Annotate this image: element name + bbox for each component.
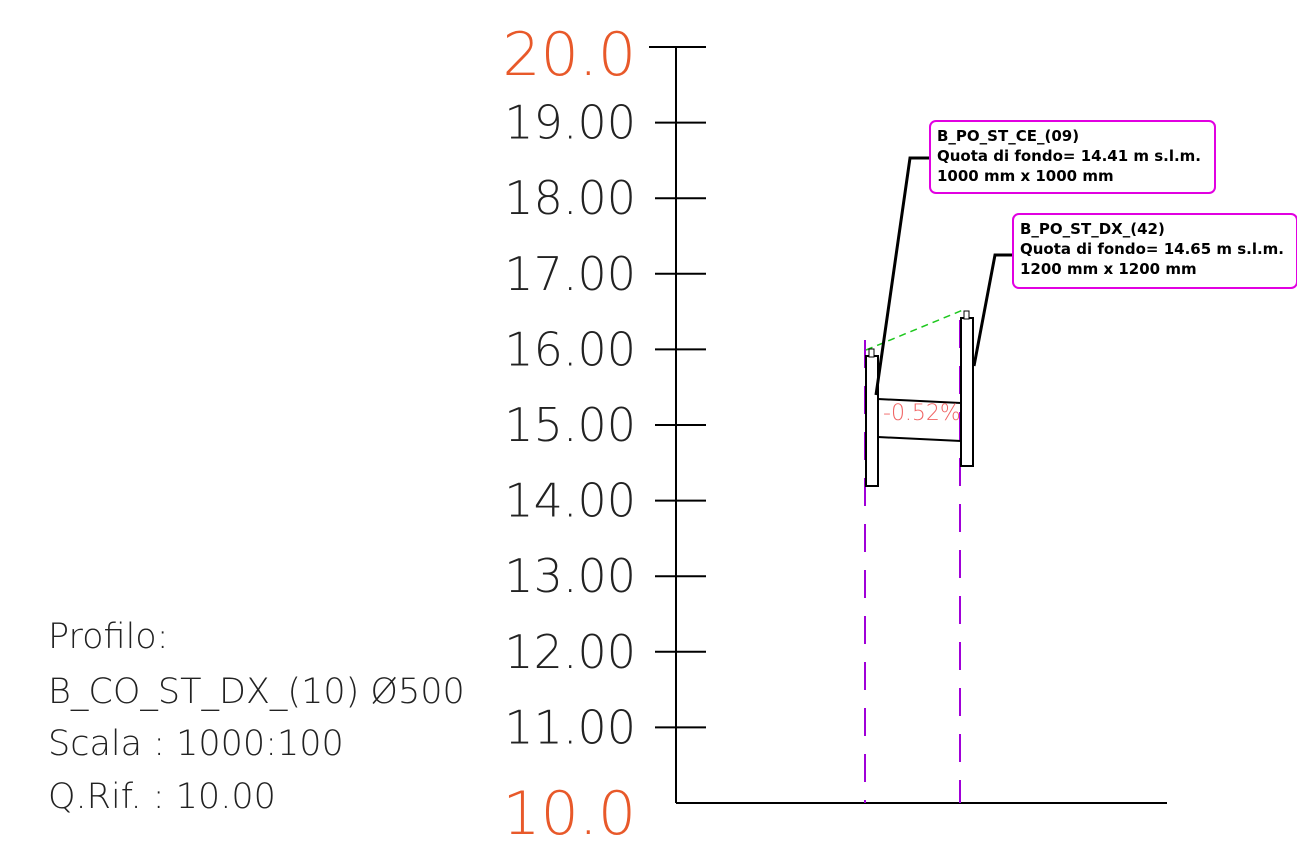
profile-heading: Profilo: [48,617,169,657]
callout-2-box [1012,213,1297,289]
pipe-top [877,398,962,404]
manhole-2-shaft [960,317,974,467]
axis-tick-label: 18.00 [504,171,636,225]
axis-tick-label: 15.00 [504,398,636,452]
axis-tick-label: 11.00 [504,700,636,754]
scale-text: Scala : 1000:100 [48,724,344,764]
manhole-1-cover [868,348,875,358]
reference-level-text: Q.Rif. : 10.00 [48,777,276,817]
callout-2-title: B_PO_ST_DX_(42) [1020,220,1165,238]
axis-tick-label: 19.00 [504,96,636,150]
ground-line [865,309,964,351]
axis-top-label: 20.0 [502,20,636,90]
pipe-slope-label: -0.52% [883,401,961,426]
callout-1-size: 1000 mm x 1000 mm [937,167,1114,185]
callout-2-size: 1200 mm x 1200 mm [1020,260,1197,278]
callout-2-depth: Quota di fondo= 14.65 m s.l.m. [1020,240,1284,258]
axis-tick-label: 13.00 [504,549,636,603]
callout-1-box [929,120,1216,194]
callout-1-leader [874,156,930,396]
axis-ticks: 19.00 18.00 17.00 16.00 15.00 14.00 13.00 12.00… [504,96,706,754]
axis-tick-label: 14.00 [504,474,636,528]
callout-1-depth: Quota di fondo= 14.41 m s.l.m. [937,147,1201,165]
axis-tick-label: 16.00 [504,322,636,376]
pipe-bottom [877,436,962,442]
manhole-2-cover [963,310,970,320]
profile-name: B_CO_ST_DX_(10) Ø500 [48,672,465,712]
axis-tick-label: 12.00 [504,625,636,679]
callout-1-title: B_PO_ST_CE_(09) [937,127,1079,145]
axis-bottom-label: 10.0 [502,779,636,849]
axis-tick-label: 17.00 [504,247,636,301]
callout-2-leader [972,253,1013,367]
manhole-1-shaft [865,355,879,487]
